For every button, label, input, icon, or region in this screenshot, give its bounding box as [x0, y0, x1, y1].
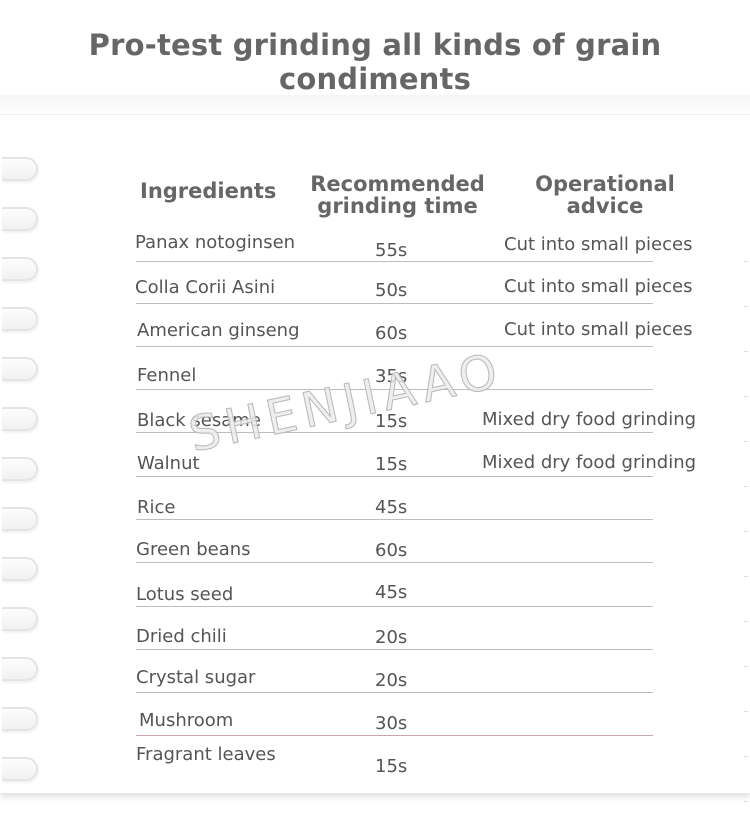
spiral-ring — [2, 307, 38, 331]
right-edge-mark — [744, 441, 748, 442]
ingredient-cell: Walnut — [137, 453, 200, 474]
spiral-ring — [2, 407, 38, 431]
header-operational-advice: Operational advice — [520, 173, 690, 217]
grinding-time-cell: 20s — [375, 627, 408, 648]
spiral-ring — [2, 357, 38, 381]
right-edge-mark — [744, 486, 748, 487]
row-divider — [136, 432, 653, 433]
grinding-time-cell: 35s — [375, 366, 408, 387]
spiral-ring — [2, 557, 38, 581]
spiral-ring — [2, 757, 38, 781]
ingredient-cell: Colla Corii Asini — [135, 277, 276, 298]
grinding-time-cell: 20s — [375, 670, 408, 691]
grinding-time-cell: 45s — [375, 497, 408, 518]
row-divider — [136, 606, 653, 607]
right-edge-mark — [744, 621, 748, 622]
header-grinding-time-line2: grinding time — [317, 194, 478, 218]
right-edge-mark — [744, 801, 748, 802]
header-ingredients: Ingredients — [140, 179, 277, 203]
ingredient-cell: Panax notoginsen — [135, 232, 296, 253]
grinding-time-cell: 60s — [375, 323, 408, 344]
spiral-ring — [2, 507, 38, 531]
operational-advice-cell: Mixed dry food grinding — [482, 452, 697, 473]
operational-advice-cell: Cut into small pieces — [504, 234, 693, 255]
ingredient-cell: Green beans — [136, 539, 251, 560]
grinding-time-cell: 15s — [375, 756, 408, 777]
spiral-ring — [2, 207, 38, 231]
right-edge-mark — [744, 666, 748, 667]
ingredient-cell: Dried chili — [136, 626, 227, 647]
spiral-ring — [2, 257, 38, 281]
page-title: Pro-test grinding all kinds of grain con… — [88, 28, 662, 96]
row-divider — [136, 261, 653, 262]
grinding-time-cell: 55s — [375, 240, 408, 261]
row-divider — [136, 649, 653, 650]
row-divider — [136, 692, 653, 693]
spiral-ring — [2, 457, 38, 481]
ingredient-cell: Mushroom — [139, 710, 234, 731]
right-edge-mark — [744, 711, 748, 712]
grinding-time-cell: 45s — [375, 582, 408, 603]
row-divider — [136, 346, 653, 347]
header-advice-line1: Operational — [535, 172, 675, 196]
top-band — [0, 95, 750, 117]
right-edge-mark — [744, 261, 748, 262]
operational-advice-cell: Mixed dry food grinding — [482, 409, 697, 430]
notebook-page — [0, 114, 750, 802]
ingredient-cell: Black sesame — [137, 410, 261, 431]
grinding-time-cell: 30s — [375, 713, 408, 734]
row-divider — [136, 519, 653, 520]
ingredient-cell: Fennel — [137, 365, 197, 386]
operational-advice-cell: Cut into small pieces — [504, 276, 693, 297]
grinding-time-cell: 15s — [375, 411, 408, 432]
spiral-ring — [2, 607, 38, 631]
row-divider — [136, 389, 653, 390]
spiral-ring — [2, 657, 38, 681]
row-divider — [136, 476, 653, 477]
right-edge-mark — [744, 351, 748, 352]
row-divider — [136, 303, 653, 304]
operational-advice-cell: Cut into small pieces — [504, 319, 693, 340]
row-divider — [136, 562, 653, 563]
spiral-ring — [2, 707, 38, 731]
ingredient-cell: American ginseng — [137, 320, 300, 341]
right-edge-mark — [744, 756, 748, 757]
right-edge-mark — [744, 396, 748, 397]
ingredient-cell: Rice — [137, 497, 176, 518]
header-advice-line2: advice — [566, 194, 644, 218]
row-divider — [136, 735, 653, 736]
grinding-time-cell: 60s — [375, 540, 408, 561]
ingredient-cell: Crystal sugar — [136, 667, 256, 688]
spiral-ring — [2, 157, 38, 181]
right-edge-mark — [744, 576, 748, 577]
right-edge-mark — [744, 531, 748, 532]
ingredient-cell: Fragrant leaves — [136, 744, 276, 765]
header-grinding-time: Recommended grinding time — [305, 173, 490, 217]
ingredient-cell: Lotus seed — [136, 584, 234, 605]
right-edge-mark — [744, 306, 748, 307]
header-grinding-time-line1: Recommended — [310, 172, 485, 196]
grinding-time-cell: 50s — [375, 280, 408, 301]
grinding-time-cell: 15s — [375, 454, 408, 475]
